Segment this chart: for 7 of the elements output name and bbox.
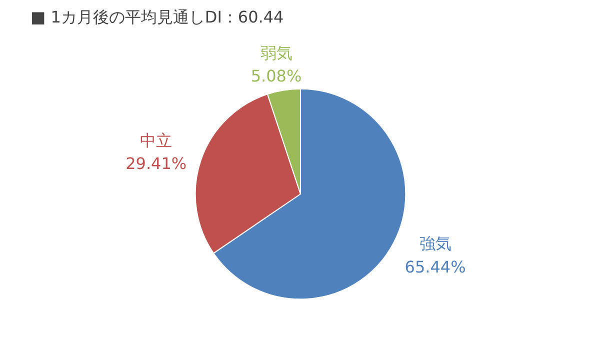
data-label: 5.08% xyxy=(250,66,302,86)
data-label: 65.44% xyxy=(404,257,466,276)
chart-title: ■ 1カ月後の平均見通しDI：60.44 xyxy=(30,8,284,26)
slice-label: 弱気 xyxy=(260,44,292,63)
slice-label: 中立 xyxy=(140,130,172,150)
data-label: 29.41% xyxy=(126,154,187,173)
slice-label: 強気 xyxy=(419,234,452,254)
